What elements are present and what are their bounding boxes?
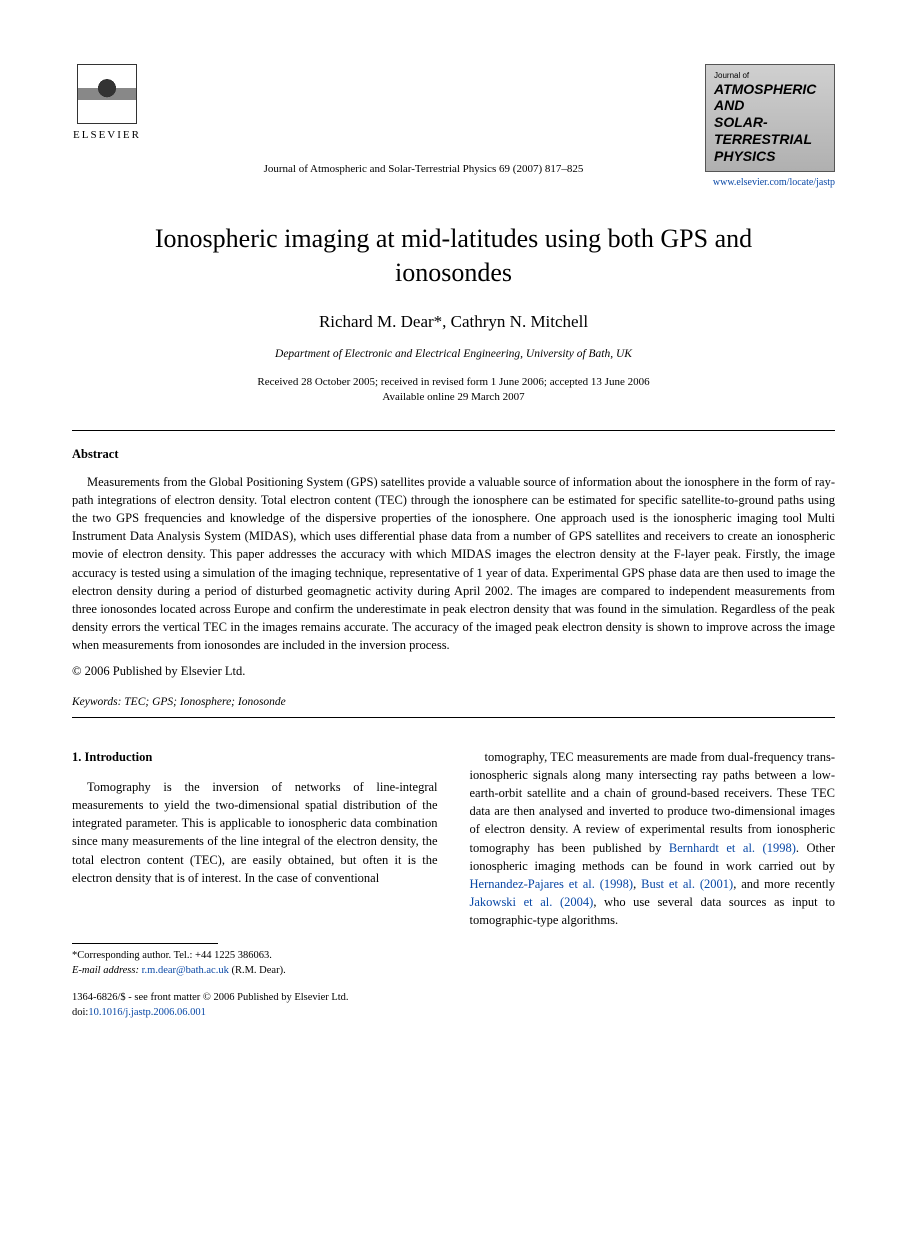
column-left: 1. Introduction Tomography is the invers… <box>72 748 438 1021</box>
cite-bust[interactable]: Bust et al. (2001) <box>641 877 733 891</box>
footnote-corresponding: *Corresponding author. Tel.: +44 1225 38… <box>72 948 438 963</box>
footnote-email-label: E-mail address: <box>72 965 139 976</box>
dates-received: Received 28 October 2005; received in re… <box>72 375 835 390</box>
keywords-line: Keywords: TEC; GPS; Ionosphere; Ionosond… <box>72 694 835 711</box>
journal-cover-line3: SOLAR-TERRESTRIAL <box>714 114 826 148</box>
journal-cover-line2: ATMOSPHERIC AND <box>714 81 826 115</box>
header-row: ELSEVIER Journal of Atmospheric and Sola… <box>72 64 835 190</box>
doi-label: doi: <box>72 1007 88 1018</box>
authors-line: Richard M. Dear*, Cathryn N. Mitchell <box>72 310 835 335</box>
journal-cover-block: Journal of ATMOSPHERIC AND SOLAR-TERREST… <box>705 64 835 190</box>
footnote-email-line: E-mail address: r.m.dear@bath.ac.uk (R.M… <box>72 963 438 978</box>
journal-cover-box: Journal of ATMOSPHERIC AND SOLAR-TERREST… <box>705 64 835 172</box>
journal-reference: Journal of Atmospheric and Solar-Terrest… <box>142 162 705 190</box>
cite-bernhardt[interactable]: Bernhardt et al. (1998) <box>669 841 796 855</box>
journal-url-link[interactable]: www.elsevier.com/locate/jastp <box>705 176 835 191</box>
intro-para-right: tomography, TEC measurements are made fr… <box>470 748 836 929</box>
intro-para-left: Tomography is the inversion of networks … <box>72 778 438 887</box>
doi-link[interactable]: 10.1016/j.jastp.2006.06.001 <box>88 1007 206 1018</box>
keywords-text: TEC; GPS; Ionosphere; Ionosonde <box>124 696 286 708</box>
col2-text-d: , and more recently <box>733 877 835 891</box>
section-1-heading: 1. Introduction <box>72 748 438 766</box>
dates-online: Available online 29 March 2007 <box>72 390 835 405</box>
col2-text-a: tomography, TEC measurements are made fr… <box>470 750 836 855</box>
abstract-copyright: © 2006 Published by Elsevier Ltd. <box>72 662 835 680</box>
footnote-rule <box>72 943 218 944</box>
publisher-name: ELSEVIER <box>73 128 141 144</box>
keywords-label: Keywords: <box>72 696 121 708</box>
footnote-email-link[interactable]: r.m.dear@bath.ac.uk <box>142 965 229 976</box>
body-columns: 1. Introduction Tomography is the invers… <box>72 748 835 1021</box>
footnote-email-name: (R.M. Dear). <box>231 965 285 976</box>
elsevier-tree-icon <box>77 64 137 124</box>
abstract-heading: Abstract <box>72 445 835 463</box>
doi-line: doi:10.1016/j.jastp.2006.06.001 <box>72 1005 438 1020</box>
col2-text-c: , <box>633 877 641 891</box>
rule-bottom <box>72 717 835 718</box>
abstract-text: Measurements from the Global Positioning… <box>72 473 835 654</box>
paper-title: Ionospheric imaging at mid-latitudes usi… <box>132 222 775 290</box>
dates-block: Received 28 October 2005; received in re… <box>72 375 835 406</box>
journal-cover-line4: PHYSICS <box>714 148 826 165</box>
publisher-logo-block: ELSEVIER <box>72 64 142 144</box>
column-right: tomography, TEC measurements are made fr… <box>470 748 836 1021</box>
journal-cover-line1: Journal of <box>714 71 826 81</box>
cite-hernandez[interactable]: Hernandez-Pajares et al. (1998) <box>470 877 634 891</box>
affiliation: Department of Electronic and Electrical … <box>72 346 835 363</box>
rule-top <box>72 430 835 431</box>
cite-jakowski[interactable]: Jakowski et al. (2004) <box>470 895 594 909</box>
front-matter-line: 1364-6826/$ - see front matter © 2006 Pu… <box>72 990 438 1005</box>
